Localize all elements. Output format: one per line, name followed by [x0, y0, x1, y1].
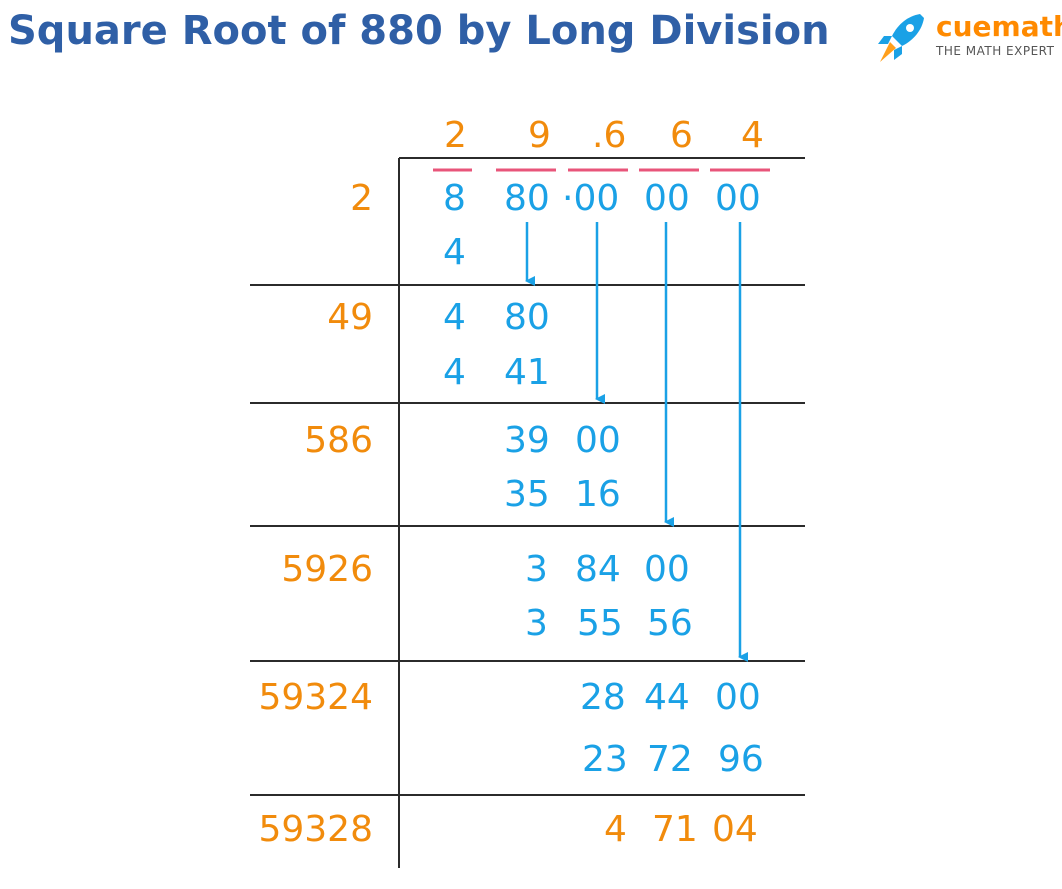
dividend-pair: 80	[504, 178, 550, 219]
dividend-pair: 00	[644, 178, 690, 219]
subtrahend: 3	[525, 603, 548, 644]
remainder-part: 84	[575, 549, 621, 590]
subtrahend: 23	[582, 739, 628, 780]
brand-name: cuemath	[936, 10, 1062, 43]
remainder-part: 44	[644, 677, 690, 718]
subtrahend: 35	[504, 474, 550, 515]
divisor: 5926	[281, 549, 373, 590]
subtrahend: 56	[647, 603, 693, 644]
dividend-pair: 8	[443, 178, 466, 219]
subtrahend: 41	[504, 352, 550, 393]
dividend-pair: ·00	[562, 178, 620, 219]
remainder-part: 00	[575, 420, 621, 461]
final-remainder: 04	[712, 809, 758, 850]
subtrahend: 72	[647, 739, 693, 780]
divisor: 2	[350, 178, 373, 219]
rocket-icon	[878, 14, 924, 62]
page-title: Square Root of 880 by Long Division	[8, 8, 830, 54]
divisor: 59328	[258, 809, 373, 850]
remainder-part: 80	[504, 297, 550, 338]
remainder-part: 39	[504, 420, 550, 461]
divisor: 49	[327, 297, 373, 338]
brand-tagline: THE MATH EXPERT	[936, 44, 1055, 58]
dividend-pair: 00	[715, 178, 761, 219]
quotient-digit: 2	[444, 115, 467, 156]
final-remainder: 4	[604, 809, 627, 850]
divisor: 586	[304, 420, 373, 461]
remainder-part: 28	[580, 677, 626, 718]
brand-logo: cuemath THE MATH EXPERT	[872, 10, 1062, 65]
quotient-digit: 4	[741, 115, 764, 156]
remainder-part: 00	[644, 549, 690, 590]
subtrahend: 4	[443, 232, 466, 273]
subtrahend: 4	[443, 352, 466, 393]
subtrahend: 96	[718, 739, 764, 780]
final-remainder: 71	[652, 809, 698, 850]
subtrahend: 55	[577, 603, 623, 644]
remainder-part: 3	[525, 549, 548, 590]
divisor: 59324	[258, 677, 373, 718]
quotient-digit: 6	[670, 115, 693, 156]
quotient-digit: .6	[592, 115, 627, 156]
remainder-part: 00	[715, 677, 761, 718]
subtrahend: 16	[575, 474, 621, 515]
remainder-part: 4	[443, 297, 466, 338]
quotient-digit: 9	[528, 115, 551, 156]
